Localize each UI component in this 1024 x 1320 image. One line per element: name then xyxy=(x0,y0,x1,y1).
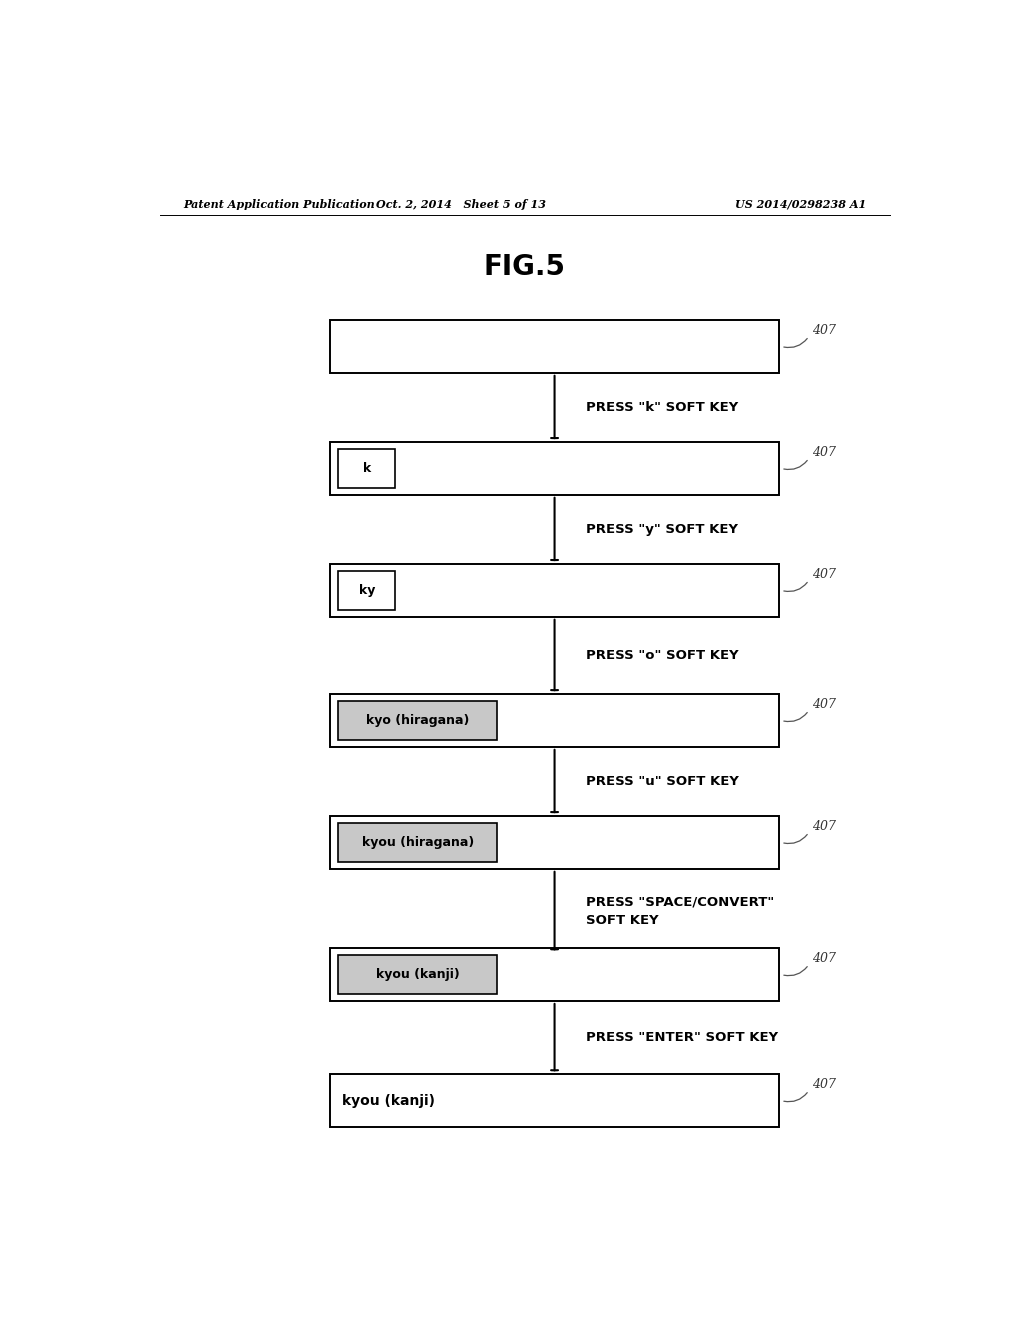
Bar xyxy=(331,1074,778,1127)
Bar xyxy=(331,948,778,1001)
Text: k: k xyxy=(362,462,371,475)
Text: kyou (kanji): kyou (kanji) xyxy=(342,1093,435,1107)
Bar xyxy=(331,816,778,869)
Text: FIG.5: FIG.5 xyxy=(483,253,566,281)
Bar xyxy=(331,694,778,747)
Bar xyxy=(338,449,395,487)
Text: SOFT KEY: SOFT KEY xyxy=(587,913,658,927)
Text: kyou (kanji): kyou (kanji) xyxy=(376,968,460,981)
Text: PRESS "o" SOFT KEY: PRESS "o" SOFT KEY xyxy=(587,649,739,661)
Text: 407: 407 xyxy=(812,568,836,581)
Text: 407: 407 xyxy=(812,446,836,458)
Text: PRESS "ENTER" SOFT KEY: PRESS "ENTER" SOFT KEY xyxy=(587,1031,778,1044)
Text: Patent Application Publication: Patent Application Publication xyxy=(183,198,376,210)
Bar xyxy=(338,572,395,610)
Bar xyxy=(338,956,497,994)
Text: 407: 407 xyxy=(812,820,836,833)
Text: PRESS "SPACE/CONVERT": PRESS "SPACE/CONVERT" xyxy=(587,895,774,908)
Text: PRESS "y" SOFT KEY: PRESS "y" SOFT KEY xyxy=(587,523,738,536)
Text: PRESS "k" SOFT KEY: PRESS "k" SOFT KEY xyxy=(587,401,738,414)
Bar xyxy=(331,319,778,372)
Bar xyxy=(331,564,778,616)
Bar xyxy=(338,701,497,739)
Text: PRESS "u" SOFT KEY: PRESS "u" SOFT KEY xyxy=(587,775,739,788)
Text: kyo (hiragana): kyo (hiragana) xyxy=(366,714,469,727)
Text: 407: 407 xyxy=(812,952,836,965)
Bar xyxy=(338,824,497,862)
Text: ky: ky xyxy=(358,583,375,597)
Text: 407: 407 xyxy=(812,698,836,710)
Bar xyxy=(331,442,778,495)
Text: Oct. 2, 2014   Sheet 5 of 13: Oct. 2, 2014 Sheet 5 of 13 xyxy=(376,198,547,210)
Text: kyou (hiragana): kyou (hiragana) xyxy=(361,836,474,849)
Text: 407: 407 xyxy=(812,1078,836,1090)
Text: 407: 407 xyxy=(812,323,836,337)
Text: US 2014/0298238 A1: US 2014/0298238 A1 xyxy=(735,198,866,210)
